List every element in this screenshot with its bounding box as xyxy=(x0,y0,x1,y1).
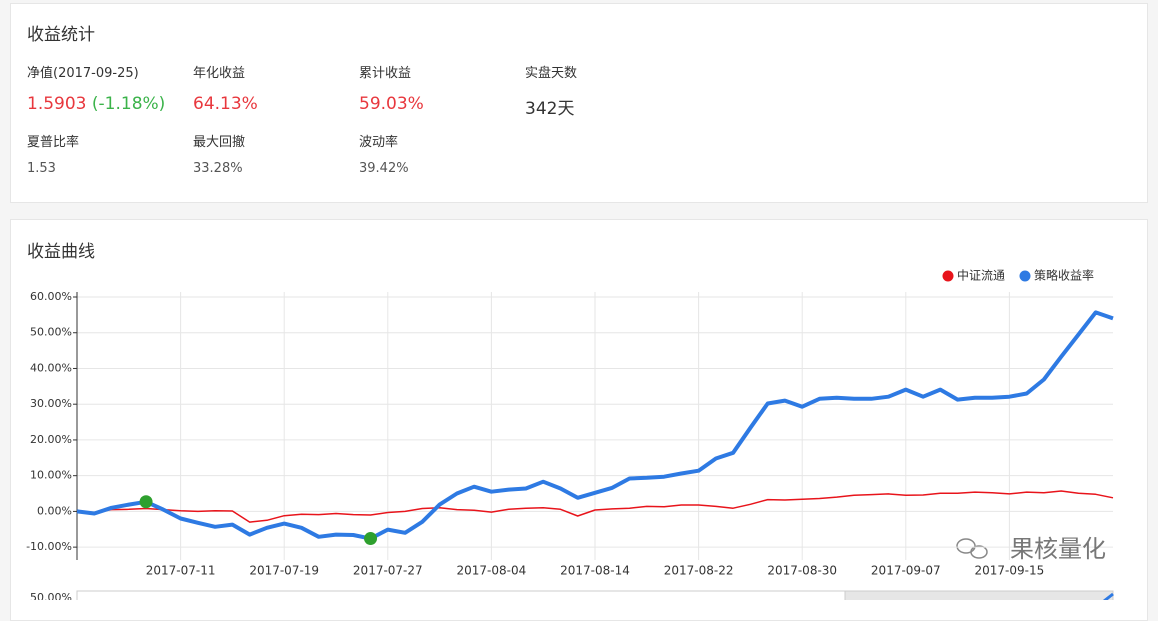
legend-label: 策略收益率 xyxy=(1034,268,1094,283)
stat-label: 累计收益 xyxy=(359,66,412,81)
y-tick-label: 60.00% xyxy=(30,290,72,303)
series-line xyxy=(76,310,1114,541)
series-line xyxy=(76,490,1114,523)
stat-label: 实盘天数 xyxy=(525,66,578,81)
stat-label: 夏普比率 xyxy=(27,135,80,150)
legend-marker xyxy=(942,270,954,282)
x-tick-label: 2017-09-07 xyxy=(871,564,941,578)
stat-item: 波动率 39.42% xyxy=(359,131,525,176)
stat-value: 64.13% xyxy=(193,94,359,114)
stat-label: 最大回撤 xyxy=(193,135,246,150)
stat-number: 33.28% xyxy=(193,161,243,176)
x-tick-label: 2017-08-22 xyxy=(664,564,734,578)
legend-label: 中证流通 xyxy=(957,268,1005,283)
chart-title: 收益曲线 xyxy=(27,242,95,262)
x-tick-label: 2017-07-27 xyxy=(353,564,423,578)
stat-change: (-1.18%) xyxy=(91,94,166,114)
x-tick-label: 2017-08-04 xyxy=(457,564,527,578)
drawdown-marker xyxy=(364,532,378,546)
y-tick-label: 50.00% xyxy=(30,326,72,339)
legend-marker xyxy=(1019,270,1031,282)
stat-label: 年化收益 xyxy=(193,66,246,81)
stats-panel: 收益统计 净值(2017-09-25) 1.5903 (-1.18%) 年化收益 64… xyxy=(10,3,1148,203)
stat-item: 净值(2017-09-25) 1.5903 (-1.18%) xyxy=(27,62,193,119)
x-tick-label: 2017-08-30 xyxy=(767,564,837,578)
stat-value: 1.53 xyxy=(27,161,193,176)
page: {"stats": {"title": "收益统计", "rows": [ [{… xyxy=(10,3,1148,621)
stat-value: 33.28% xyxy=(193,161,359,176)
stats-title: 收益统计 xyxy=(27,25,95,45)
stat-item: 年化收益 64.13% xyxy=(193,62,359,119)
navigator xyxy=(76,590,1114,600)
navigator-label: 50.00% xyxy=(30,591,72,600)
stat-item: 夏普比率 1.53 xyxy=(27,131,193,176)
stat-number: 64.13% xyxy=(193,94,258,114)
stats-row: 净值(2017-09-25) 1.5903 (-1.18%) 年化收益 64.13% 累… xyxy=(27,62,691,119)
y-tick-label: 20.00% xyxy=(30,433,72,446)
stat-item: 累计收益 59.03% xyxy=(359,62,525,119)
y-tick-label: 0.00% xyxy=(37,504,72,517)
stat-value: 39.42% xyxy=(359,161,525,176)
stat-value: 59.03% xyxy=(359,94,525,114)
stat-label: 波动率 xyxy=(359,135,399,150)
stat-label: 净值(2017-09-25) xyxy=(27,66,139,81)
chart: 60.00% 50.00% 40.00% 30.00% 20.00% 10.00% 0.00… xyxy=(26,268,1114,600)
watermark: 果核量化 xyxy=(1010,535,1106,563)
x-tick-label: 2017-07-19 xyxy=(249,564,319,578)
stat-number: 1.53 xyxy=(27,161,56,176)
x-tick-label: 2017-07-11 xyxy=(146,564,216,578)
stat-value: 342天 xyxy=(525,94,691,119)
stat-item: 实盘天数 342天 xyxy=(525,62,691,119)
chart-panel: 收益曲线 xyxy=(10,219,1148,621)
stat-item: 最大回撤 33.28% xyxy=(193,131,359,176)
y-tick-label: -10.00% xyxy=(26,540,72,553)
stat-number: 342天 xyxy=(525,99,575,119)
stat-number: 59.03% xyxy=(359,94,424,114)
stat-value: 1.5903 (-1.18%) xyxy=(27,94,193,114)
stats-row: 夏普比率 1.53 最大回撤 33.28% 波动率 39.42% xyxy=(27,131,525,176)
watermark-icon xyxy=(956,538,988,559)
x-tick-label: 2017-08-14 xyxy=(560,564,630,578)
drawdown-marker xyxy=(139,495,153,509)
y-tick-label: 10.00% xyxy=(30,469,72,482)
y-tick-label: 30.00% xyxy=(30,397,72,410)
x-tick-label: 2017-09-15 xyxy=(975,564,1045,578)
navigator-mask xyxy=(844,590,1114,600)
stat-number: 1.5903 xyxy=(27,94,87,114)
y-tick-label: 40.00% xyxy=(30,361,72,374)
stat-number: 39.42% xyxy=(359,161,409,176)
